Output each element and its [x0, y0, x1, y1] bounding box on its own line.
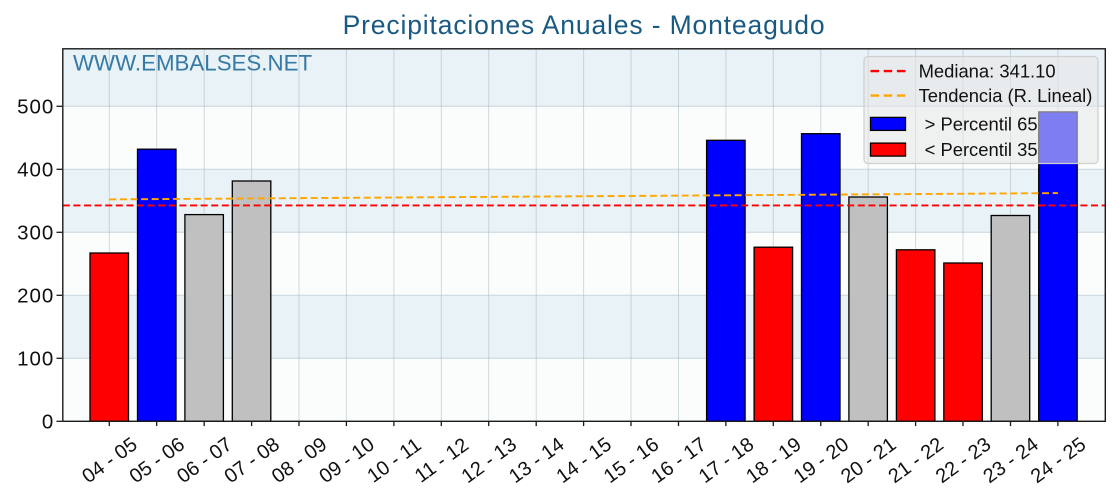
svg-text:200: 200	[17, 284, 54, 307]
svg-text:WWW.EMBALSES.NET: WWW.EMBALSES.NET	[73, 51, 312, 76]
svg-text:0: 0	[42, 410, 54, 433]
svg-text:500: 500	[17, 95, 54, 118]
svg-text:400: 400	[17, 158, 54, 181]
svg-text:< Percentil 35: < Percentil 35	[925, 139, 1038, 160]
svg-text:> Percentil 65: > Percentil 65	[925, 113, 1038, 134]
svg-text:Precipitaciones Anuales - Mont: Precipitaciones Anuales - Monteagudo	[343, 10, 826, 40]
svg-text:100: 100	[17, 347, 54, 370]
svg-text:Tendencia (R. Lineal): Tendencia (R. Lineal)	[919, 85, 1093, 106]
svg-text:Mediana: 341.10: Mediana: 341.10	[919, 61, 1056, 82]
svg-text:300: 300	[17, 221, 54, 244]
